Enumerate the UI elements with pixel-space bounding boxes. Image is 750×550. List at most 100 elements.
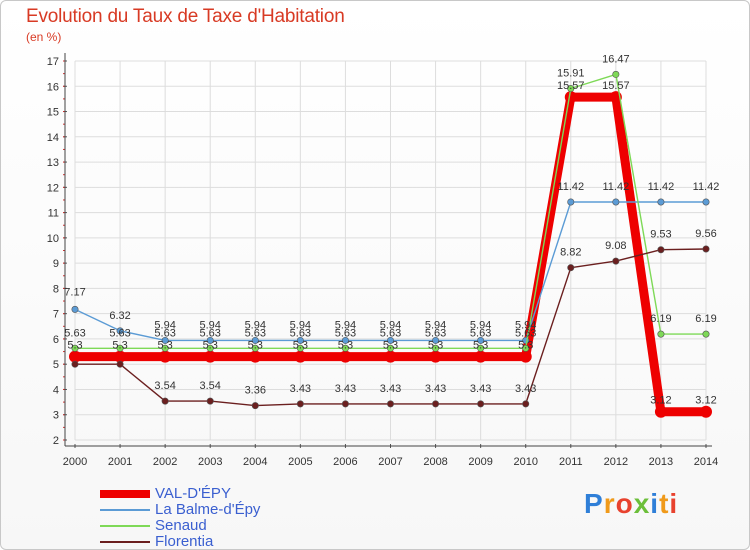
data-label: 3.54 [154,380,175,392]
data-label: 5.3 [248,340,263,352]
x-tick-label: 2000 [63,456,87,468]
x-tick-label: 2005 [288,456,312,468]
series-point-3 [612,257,620,265]
x-tick-label: 2008 [423,456,447,468]
series-point-2 [116,344,124,352]
series-point-0 [384,350,397,363]
x-tick-label: 2006 [333,456,357,468]
data-label: 6.19 [650,313,671,325]
data-label: 5.3 [338,340,353,352]
series-point-1 [567,198,575,206]
series-point-3 [567,264,575,272]
brand-letter: o [615,488,634,519]
brand-letter: r [603,488,616,519]
brand-letter: i [650,488,660,519]
series-point-2 [71,344,79,352]
series-point-1 [432,336,440,344]
series-point-1 [206,336,214,344]
x-tick-label: 2011 [559,456,583,468]
data-label: 5.63 [335,327,356,339]
data-label: 5.63 [425,327,446,339]
series-point-3 [432,400,440,408]
data-label: 11.42 [693,181,720,193]
series-point-0 [294,350,307,363]
data-label: 6.32 [109,310,130,322]
series-point-2 [432,344,440,352]
data-label: 3.12 [650,395,671,407]
data-label: 5.63 [245,327,266,339]
y-tick-label: 3 [53,410,59,422]
series-point-2 [251,344,259,352]
series-point-0 [519,350,532,363]
data-label: 5.3 [203,340,218,352]
data-label: 5.94 [515,319,536,331]
series-point-1 [702,198,710,206]
series-point-1 [161,336,169,344]
data-label: 11.42 [648,181,675,193]
legend-label: La Balme-d'Épy [155,501,261,518]
series-point-1 [612,198,620,206]
grid-layer [74,60,707,441]
data-label: 5.63 [290,327,311,339]
data-label: 3.36 [245,385,266,397]
y-tick-label: 5 [53,359,59,371]
data-label: 3.12 [695,395,716,407]
y-tick-label: 6 [53,334,59,346]
data-label: 15.57 [557,80,585,92]
series-point-0 [159,350,172,363]
series-point-2 [296,344,304,352]
data-label: 5.3 [157,340,172,352]
series-point-3 [477,400,485,408]
series-point-3 [206,397,214,405]
series-point-3 [116,360,124,368]
series-point-0 [204,350,217,363]
legend-swatch [100,509,150,511]
legend-swatch [100,490,150,498]
data-label: 8.82 [560,247,581,259]
legend-label: VAL-D'ÉPY [155,485,231,502]
series-point-3 [702,245,710,253]
series-point-3 [522,400,530,408]
data-label: 15.91 [557,68,585,80]
data-label: 5.94 [470,319,491,331]
data-label: 3.43 [515,383,536,395]
series-point-2 [702,330,710,338]
series-point-3 [71,360,79,368]
series-point-2 [206,344,214,352]
data-label: 5.94 [425,319,446,331]
y-tick-label: 16 [47,81,59,93]
y-tick-label: 4 [53,384,59,396]
data-label: 11.42 [557,181,584,193]
x-tick-label: 2002 [153,456,177,468]
y-tick-label: 9 [53,258,59,270]
data-label: 9.56 [695,228,716,240]
data-label: 5.63 [470,327,491,339]
series-point-0 [429,350,442,363]
series-point-0 [700,405,712,418]
series-point-1 [116,327,124,335]
data-label: 3.54 [200,380,221,392]
series-point-3 [251,402,259,410]
series-point-0 [474,350,487,363]
legend-swatch [100,525,150,527]
data-label: 5.94 [380,319,401,331]
data-label: 5.94 [200,319,221,331]
data-label: 5.63 [515,327,536,339]
series-point-3 [341,400,349,408]
x-tick-label: 2007 [378,456,402,468]
y-tick-label: 10 [47,233,59,245]
series-layer [69,70,712,418]
series-point-2 [657,330,665,338]
y-tick-label: 13 [47,157,59,169]
series-point-1 [71,305,79,313]
data-label: 5.94 [245,319,266,331]
brand-letter: t [659,488,670,519]
y-tick-label: 11 [48,208,59,220]
series-point-1 [477,336,485,344]
chart-title: Evolution du Taux de Taxe d'Habitation [26,6,345,27]
y-tick-label: 8 [53,283,59,295]
y-tick-label: 17 [47,56,59,68]
x-tick-label: 2003 [198,456,222,468]
legend-label: Florentia [155,533,214,550]
